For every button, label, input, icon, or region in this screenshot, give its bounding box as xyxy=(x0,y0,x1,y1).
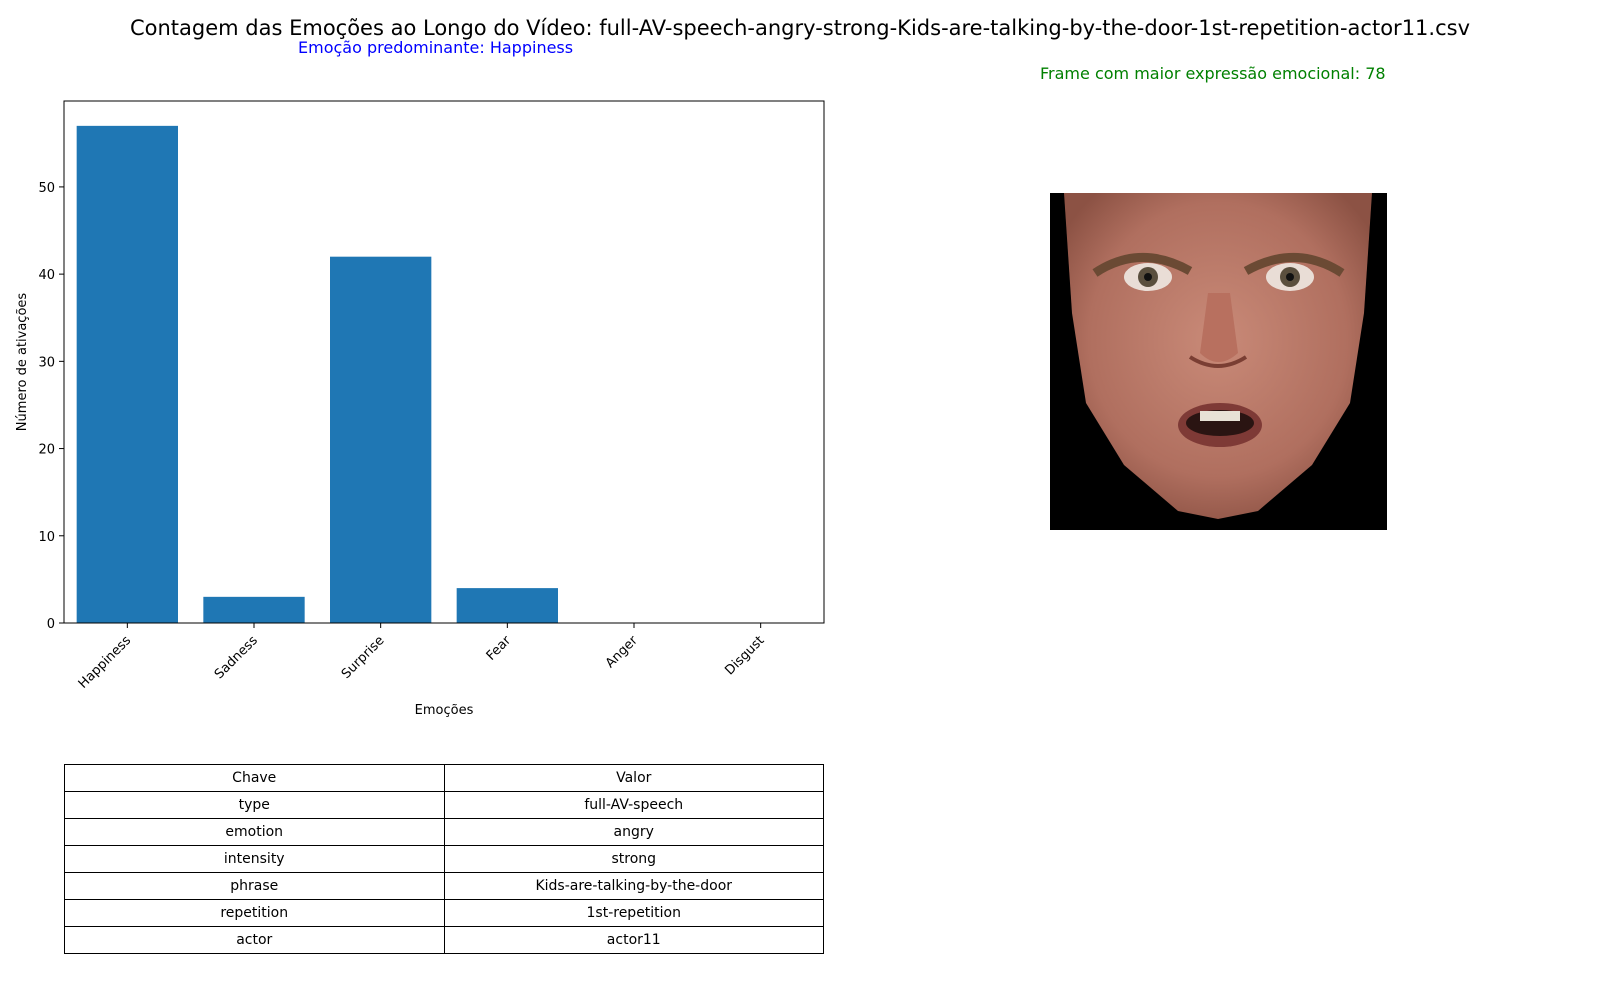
table-header-cell: Valor xyxy=(443,764,824,792)
table-row: phrase Kids-are-talking-by-the-door xyxy=(64,872,824,900)
table-value-cell: strong xyxy=(443,845,824,873)
table-key-cell: intensity xyxy=(64,845,445,873)
table-row: type full-AV-speech xyxy=(64,791,824,819)
y-tick-label: 40 xyxy=(38,268,55,283)
y-tick-label: 30 xyxy=(38,355,55,370)
chart-title: Contagem das Emoções ao Longo do Vídeo: … xyxy=(129,16,1471,40)
table-key-cell: type xyxy=(64,791,445,819)
predominant-emotion-label: Emoção predominante: Happiness xyxy=(298,38,574,57)
y-axis-label: Número de ativações xyxy=(15,293,30,432)
table-row: intensity strong xyxy=(64,845,824,873)
x-tick-label: Sadness xyxy=(212,633,261,682)
table-row: repetition 1st-repetition xyxy=(64,899,824,927)
table-key-cell: actor xyxy=(64,926,445,954)
table-value-cell: angry xyxy=(443,818,824,846)
bar-sadness xyxy=(203,596,305,623)
bar-chart: 0 10 20 30 40 50 Happiness Sadness Surprise Fear A… xyxy=(15,100,825,718)
face-illustration xyxy=(1050,193,1387,530)
y-tick-label: 10 xyxy=(38,530,55,545)
x-tick-label: Disgust xyxy=(722,633,767,678)
y-tick-label: 20 xyxy=(38,443,55,458)
x-tick-label: Anger xyxy=(603,633,641,671)
y-tick-label: 0 xyxy=(47,617,55,632)
table-header-cell: Chave xyxy=(64,764,445,792)
table-header-row: Chave Valor xyxy=(64,764,824,792)
table-value-cell: Kids-are-talking-by-the-door xyxy=(443,872,824,900)
table-row: emotion angry xyxy=(64,818,824,846)
y-tick-label: 50 xyxy=(38,181,55,196)
table-key-cell: repetition xyxy=(64,899,445,927)
bar-fear xyxy=(456,588,558,623)
table-key-cell: phrase xyxy=(64,872,445,900)
table-value-cell: full-AV-speech xyxy=(443,791,824,819)
table-value-cell: 1st-repetition xyxy=(443,899,824,927)
x-tick-label: Surprise xyxy=(339,633,388,682)
face-image xyxy=(1050,193,1387,530)
x-tick-label: Happiness xyxy=(76,633,135,692)
metadata-table: Chave Valor type full-AV-speech emotion angry… xyxy=(64,764,824,954)
table-row: actor actor11 xyxy=(64,926,824,954)
x-axis-label: Emoções xyxy=(415,703,474,718)
table-key-cell: emotion xyxy=(64,818,445,846)
bar-surprise xyxy=(330,256,432,623)
bar-happiness xyxy=(76,125,178,623)
x-tick-label: Fear xyxy=(484,633,515,664)
table-value-cell: actor11 xyxy=(443,926,824,954)
max-frame-label: Frame com maior expressão emocional: 78 xyxy=(1040,64,1386,83)
plot-frame xyxy=(63,100,825,624)
